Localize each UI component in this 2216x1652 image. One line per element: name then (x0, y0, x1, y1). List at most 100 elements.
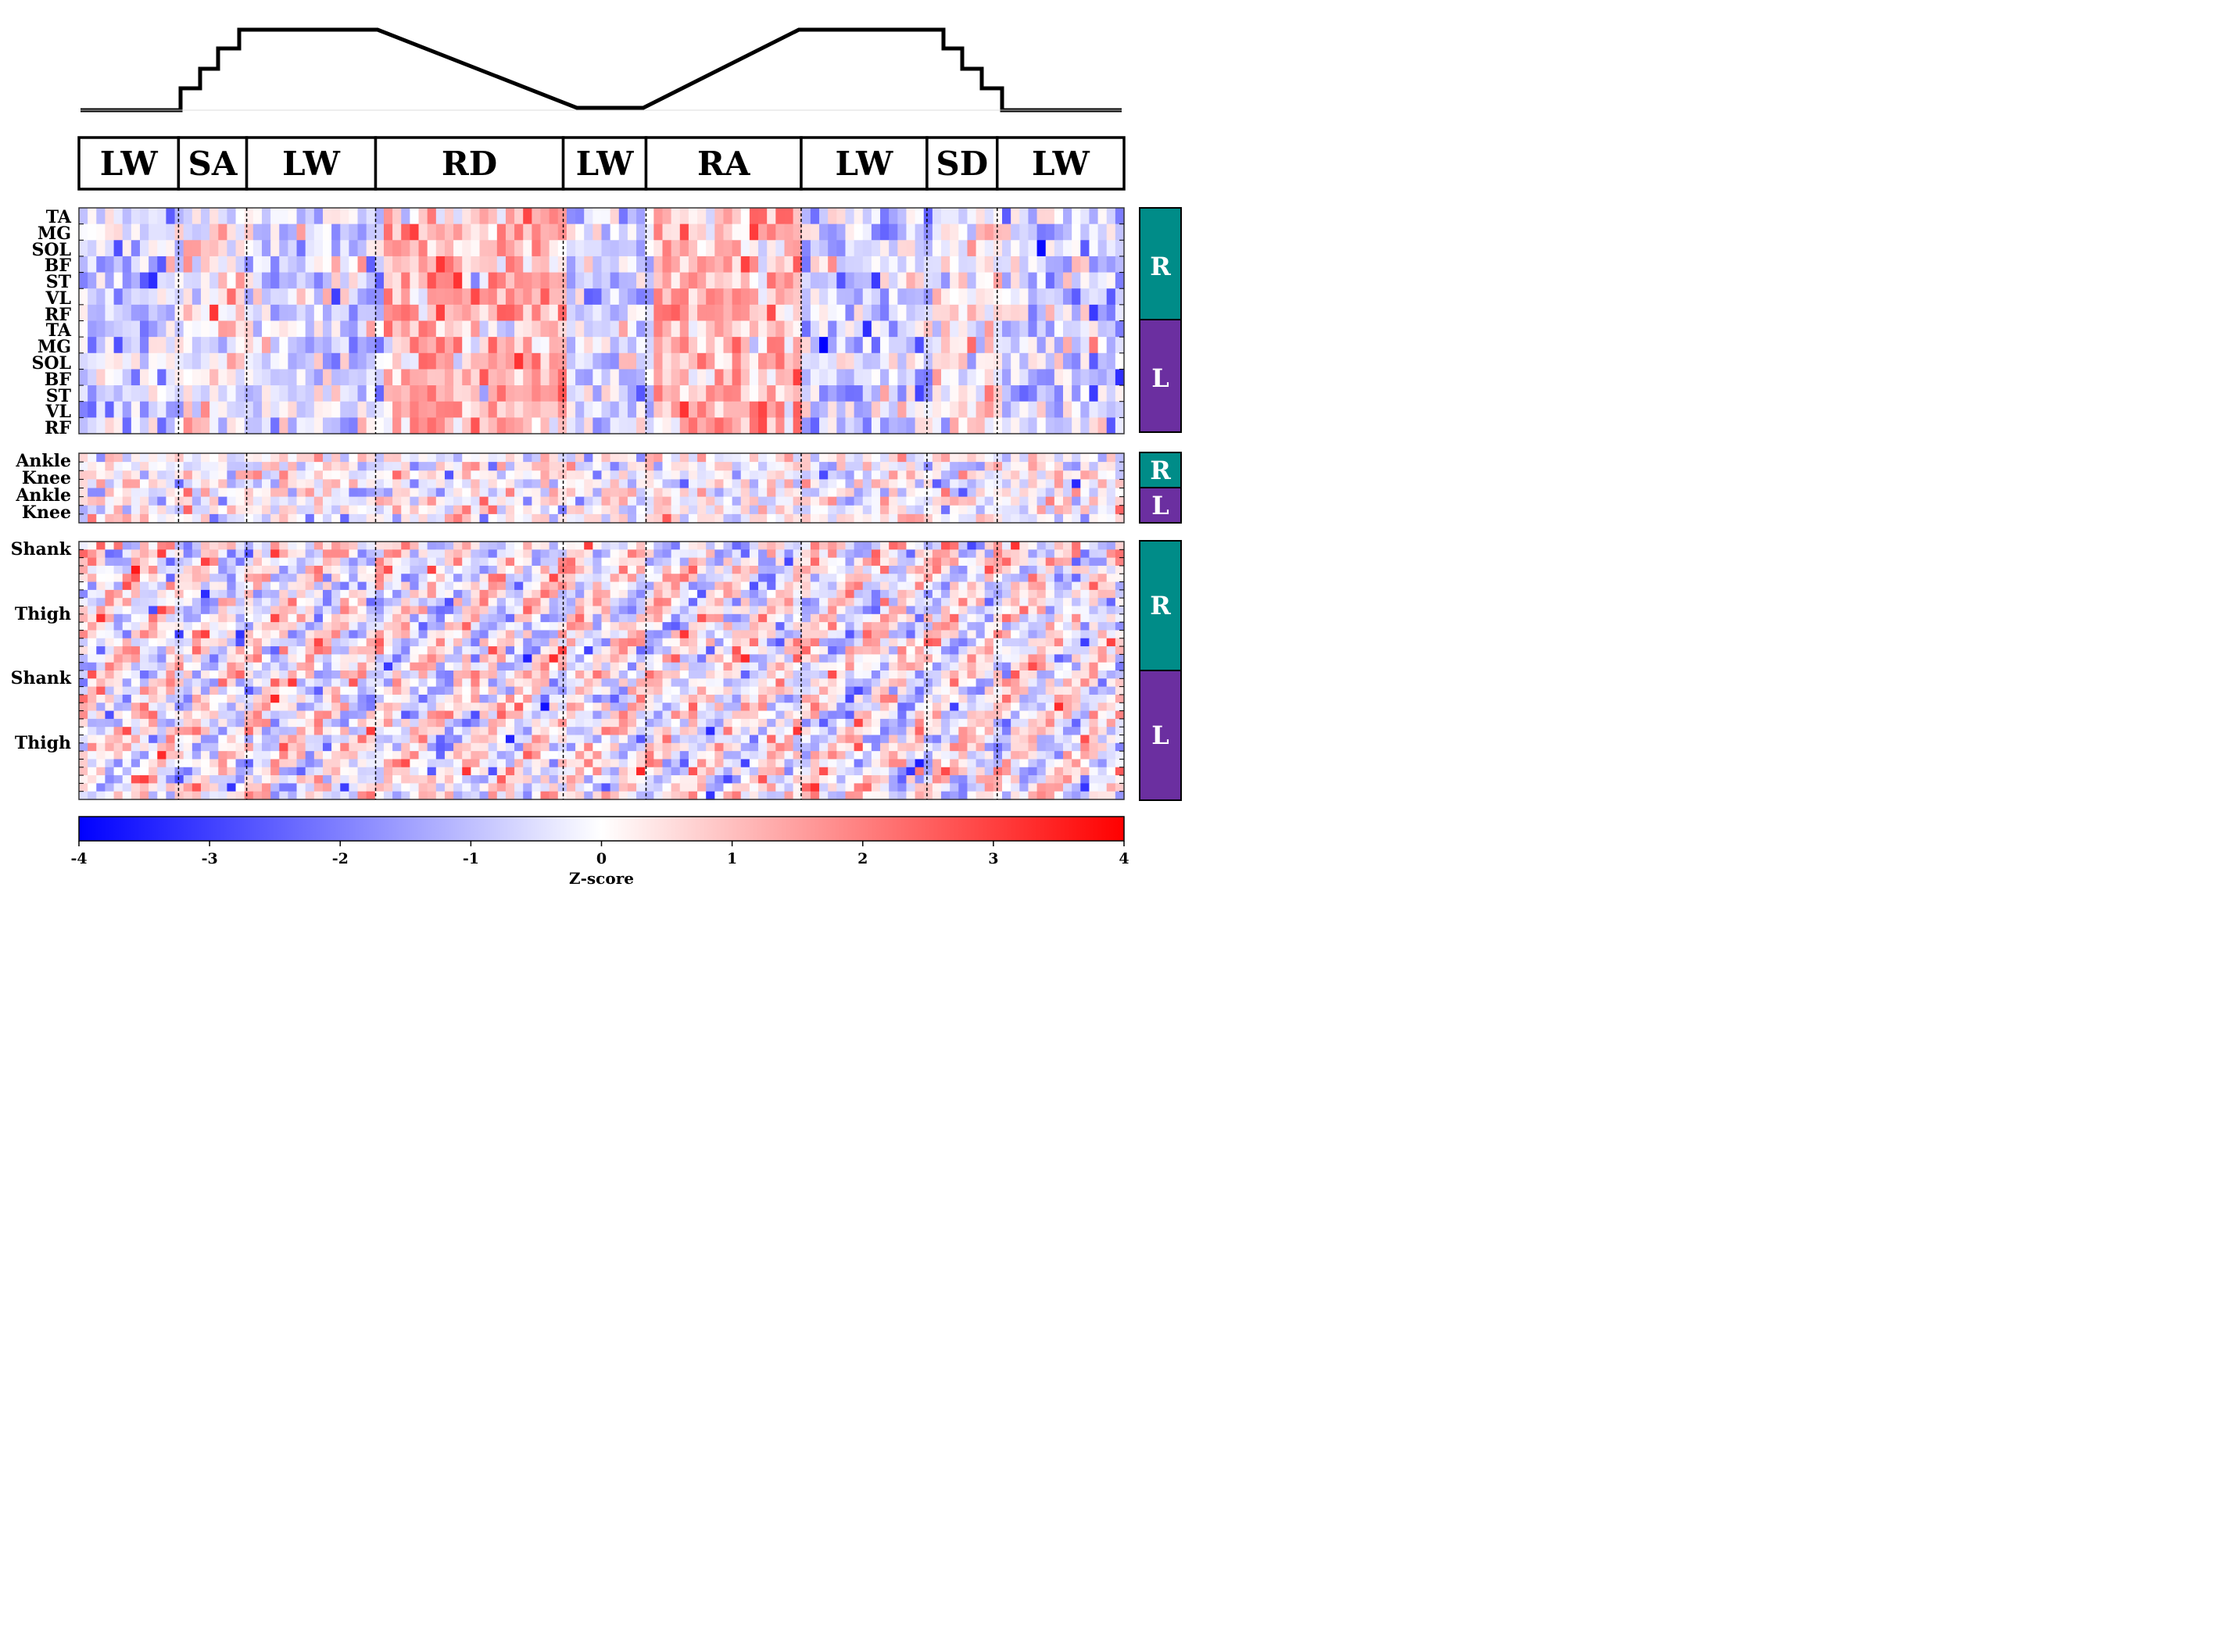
heatmap-cell (139, 488, 149, 498)
heatmap-cell (714, 505, 725, 515)
heatmap-cell (1063, 272, 1072, 289)
heatmap-cell (1097, 589, 1108, 599)
heatmap-cell (688, 678, 698, 688)
heatmap-cell (984, 565, 994, 574)
heatmap-cell (540, 646, 550, 655)
heatmap-cell (1019, 369, 1029, 386)
heatmap-cell (679, 352, 689, 370)
heatmap-cell (880, 662, 890, 671)
heatmap-cell (584, 670, 593, 679)
heatmap-cell (496, 208, 507, 225)
heatmap-cell (557, 462, 567, 471)
heatmap-cell (793, 352, 803, 370)
heatmap-cell (662, 678, 672, 688)
heatmap-cell (296, 223, 306, 241)
heatmap-cell (662, 549, 672, 559)
heatmap-cell (601, 496, 611, 506)
heatmap-cell (976, 304, 986, 322)
heatmap-cell (244, 352, 254, 370)
heatmap-cell (471, 288, 481, 306)
heatmap-cell (897, 462, 908, 471)
heatmap-cell (157, 488, 167, 498)
heatmap-cell (296, 479, 306, 489)
heatmap-cell (331, 453, 341, 463)
heatmap-cell (444, 646, 454, 655)
heatmap-cell (828, 385, 837, 402)
heatmap-cell (958, 638, 968, 647)
heatmap-cell (270, 574, 280, 583)
heatmap-cell (1054, 337, 1064, 354)
heatmap-cell (671, 513, 681, 524)
heatmap-cell (679, 622, 689, 631)
heatmap-cell (374, 589, 385, 599)
heatmap-cell (279, 646, 288, 655)
heatmap-cell (252, 654, 263, 663)
activity-phase-bar: LW SA LW RD LW RA LW SD LW (77, 136, 1126, 191)
heatmap-cell (1106, 320, 1116, 338)
heatmap-cell (496, 488, 507, 498)
heatmap-cell (1089, 505, 1099, 515)
heatmap-cell (244, 223, 254, 241)
heatmap-cell (331, 385, 341, 402)
heatmap-cell (279, 670, 288, 679)
heatmap-cell (218, 352, 228, 370)
heatmap-cell (288, 622, 298, 631)
heatmap-cell (523, 488, 532, 498)
heatmap-cell (383, 646, 393, 655)
heatmap-cell (374, 208, 385, 225)
heatmap-cell (610, 240, 620, 257)
heatmap-cell (139, 581, 149, 591)
heatmap-cell (349, 462, 359, 471)
heatmap-cell (897, 630, 908, 639)
heatmap-cell (1002, 417, 1011, 434)
heatmap-cell (1054, 606, 1064, 615)
heatmap-cell (427, 417, 437, 434)
heatmap-cell (732, 686, 742, 695)
heatmap-cell (941, 565, 950, 574)
heatmap-cell (575, 574, 585, 583)
heatmap-cell (897, 417, 908, 434)
heatmap-cell (244, 606, 254, 615)
heatmap-cell (688, 549, 698, 559)
heatmap-cell (889, 662, 898, 671)
heatmap-cell (836, 208, 847, 225)
heatmap-cell (79, 496, 88, 506)
heatmap-cell (897, 662, 908, 671)
heatmap-cell (871, 654, 881, 663)
heatmap-cell (496, 453, 507, 463)
heatmap-cell (740, 557, 750, 567)
heatmap-cell (775, 488, 786, 498)
heatmap-cell (235, 574, 245, 583)
heatmap-cell (915, 654, 925, 663)
heatmap-cell (279, 589, 288, 599)
heatmap-cell (627, 622, 637, 631)
heatmap-cell (897, 589, 908, 599)
heatmap-cell (549, 496, 559, 506)
heatmap-cell (801, 686, 811, 695)
heatmap-cell (828, 654, 837, 663)
heatmap-cell (157, 417, 167, 434)
heatmap-cell (767, 417, 776, 434)
heatmap-cell (227, 337, 237, 354)
heatmap-cell (819, 513, 829, 524)
heatmap-cell (122, 385, 132, 402)
heatmap-cell (218, 613, 228, 623)
heatmap-cell (183, 654, 193, 663)
heatmap-cell (636, 288, 646, 306)
heatmap-cell (1045, 670, 1055, 679)
heatmap-cell (532, 320, 542, 338)
heatmap-cell (383, 401, 393, 418)
heatmap-cell (270, 320, 280, 338)
heatmap-cell (1011, 369, 1020, 386)
heatmap-cell (732, 479, 742, 489)
heatmap-cell (636, 581, 646, 591)
heatmap-cell (1080, 505, 1090, 515)
heatmap-cell (453, 662, 463, 671)
heatmap-cell (575, 581, 585, 591)
heatmap-cell (679, 565, 689, 574)
heatmap-cell (523, 470, 532, 480)
heatmap-cell (479, 462, 489, 471)
heatmap-cell (305, 565, 315, 574)
heatmap-cell (915, 638, 925, 647)
heatmap-cell (392, 678, 402, 688)
